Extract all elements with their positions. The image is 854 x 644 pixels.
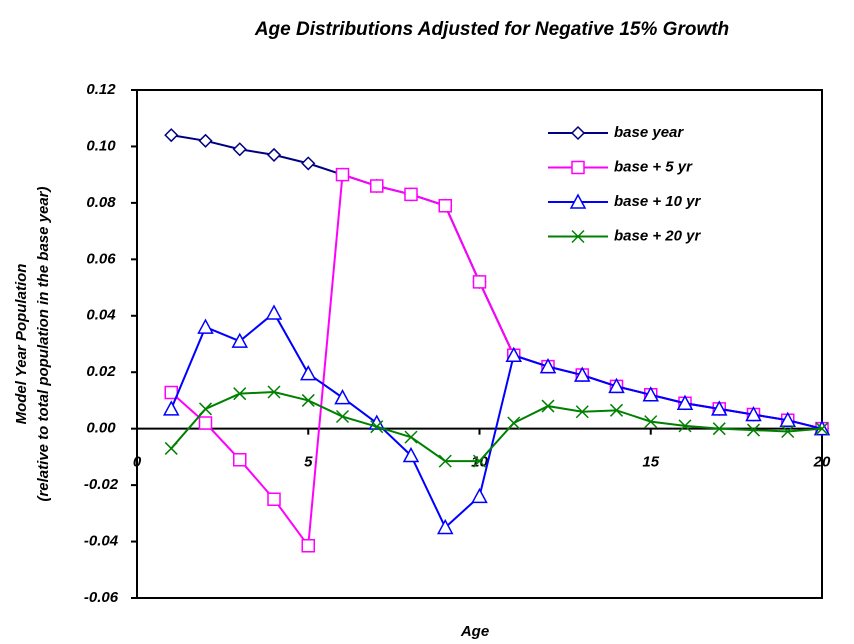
y-axis-label: Model Year Population [13, 264, 30, 425]
y-tick-label: -0.06 [84, 589, 119, 606]
marker [233, 452, 247, 467]
x-axis-label: Age [460, 623, 489, 640]
marker [334, 389, 351, 405]
marker [301, 156, 316, 171]
marker [678, 419, 692, 433]
marker [335, 410, 350, 424]
marker [335, 167, 350, 182]
y-tick-label: 0.06 [86, 250, 116, 267]
marker [644, 415, 658, 429]
legend-marker [570, 125, 586, 141]
marker [266, 147, 282, 162]
y-tick-label: 0.10 [86, 137, 116, 154]
marker [198, 402, 213, 416]
marker [164, 128, 179, 143]
x-tick-label: 0 [133, 454, 142, 471]
y-tick-label: 0.12 [86, 81, 116, 98]
x-tick-label: 5 [304, 454, 313, 471]
plot-frame [136, 89, 823, 599]
marker [472, 454, 487, 468]
legend-label: base + 5 yr [614, 158, 693, 175]
legend-marker [571, 229, 585, 244]
marker [779, 411, 797, 427]
marker [164, 385, 178, 400]
series-line [171, 134, 823, 430]
series-line [170, 173, 823, 549]
marker [505, 346, 523, 363]
x-tick-label: 15 [642, 454, 659, 471]
legend-label: base + 10 yr [614, 193, 701, 210]
marker [712, 422, 726, 436]
marker [198, 416, 213, 430]
marker [162, 400, 180, 416]
series-line [170, 390, 823, 463]
marker [539, 357, 557, 374]
marker [404, 430, 418, 444]
y-tick-label: 0.08 [86, 194, 116, 211]
marker [404, 187, 418, 202]
marker [573, 366, 591, 382]
x-tick-label: 20 [813, 454, 831, 471]
marker [676, 394, 694, 411]
marker [233, 387, 247, 401]
legend-label: base + 20 yr [614, 227, 701, 244]
marker [436, 518, 454, 535]
y-tick-label: 0.04 [86, 307, 116, 324]
y-tick-label: 0.02 [86, 363, 116, 380]
series-line [170, 311, 823, 530]
marker [642, 386, 660, 402]
marker [232, 142, 247, 157]
marker [746, 423, 761, 437]
marker [815, 422, 829, 436]
marker [267, 385, 281, 399]
marker [299, 365, 317, 381]
marker [265, 304, 283, 320]
marker [710, 400, 728, 416]
marker [301, 539, 315, 553]
marker [438, 198, 452, 213]
marker [781, 424, 795, 439]
y-tick-label: -0.04 [84, 533, 119, 550]
marker [471, 487, 488, 504]
marker [507, 416, 521, 430]
y-axis-label: (relative to total population in the bas… [35, 186, 52, 501]
marker [231, 332, 249, 348]
marker [438, 454, 452, 468]
marker [267, 492, 281, 506]
y-tick-label: 0.00 [86, 420, 116, 437]
marker [197, 318, 214, 334]
marker [472, 275, 487, 289]
chart-title: Age Distributions Adjusted for Negative … [254, 19, 729, 40]
marker [370, 420, 384, 434]
marker [370, 179, 384, 193]
marker [402, 446, 420, 463]
marker [745, 405, 762, 422]
legend-marker [569, 193, 587, 209]
y-tick-label: -0.02 [84, 476, 119, 493]
marker [608, 377, 625, 394]
marker [541, 399, 555, 413]
legend-label: base year [614, 124, 684, 141]
marker [609, 403, 624, 417]
marker [575, 405, 589, 419]
marker [164, 441, 178, 455]
marker [301, 393, 315, 407]
legend-marker [571, 160, 585, 175]
marker [198, 133, 213, 148]
